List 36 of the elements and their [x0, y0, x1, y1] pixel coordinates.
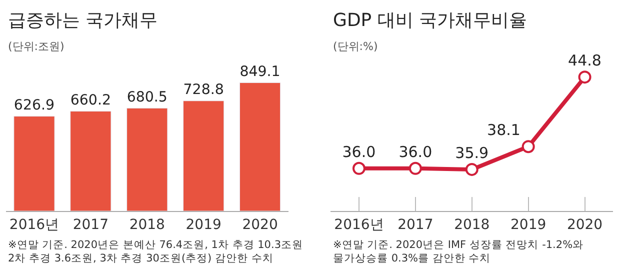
data-label: 849.1 [240, 64, 280, 80]
x-tick-label: 2018 [454, 216, 490, 233]
point [522, 140, 535, 154]
point [578, 70, 592, 84]
x-tick-label: 2016년 [9, 216, 60, 233]
data-label: 44.8 [568, 51, 602, 70]
data-label: 36.0 [398, 142, 432, 161]
data-label: 36.0 [342, 142, 376, 161]
data-label: 728.8 [183, 82, 224, 98]
x-tick-label: 2017 [72, 216, 108, 233]
x-tick-label: 2016년 [334, 216, 384, 233]
data-label: 626.9 [14, 97, 55, 114]
text: ※연말 기준. 2020년은 IMF 성장률 전망치 -1.2%와 물가상승률 0.3%를 감안한 수치 [333, 239, 584, 265]
chart-title: 급증하는 국가채무 [8, 10, 158, 31]
x-tick-label: 2018 [129, 216, 165, 233]
chart-title: GDP 대비 국가채무비율 [333, 10, 528, 31]
x-tick-label: 2017 [398, 216, 434, 233]
bar [183, 100, 224, 211]
point [465, 162, 478, 176]
point [352, 162, 366, 175]
chart-subtitle: (단위:%) [333, 40, 378, 53]
bar [239, 82, 281, 211]
bar [14, 116, 55, 211]
x-tick-label: 2020 [566, 216, 603, 233]
bar [126, 108, 168, 211]
bar [70, 110, 112, 211]
point [408, 162, 422, 175]
text: ※연말 기준. 2020년은 본예산 76.4조원, 1차 추경 10.3조원 2차 추경 3.6조원, 3차 추경 30조원(추정) 감안한 수치 [8, 239, 303, 265]
data-label: 680.5 [126, 89, 168, 106]
data-label: 660.2 [70, 92, 111, 108]
data-label: 38.1 [487, 120, 520, 139]
chart-subtitle: (단위:조원) [8, 40, 64, 53]
data-label: 35.9 [455, 144, 489, 162]
x-tick-label: 2019 [510, 216, 546, 233]
x-tick-label: 2019 [186, 216, 222, 233]
x-tick-label: 2020 [242, 216, 278, 233]
